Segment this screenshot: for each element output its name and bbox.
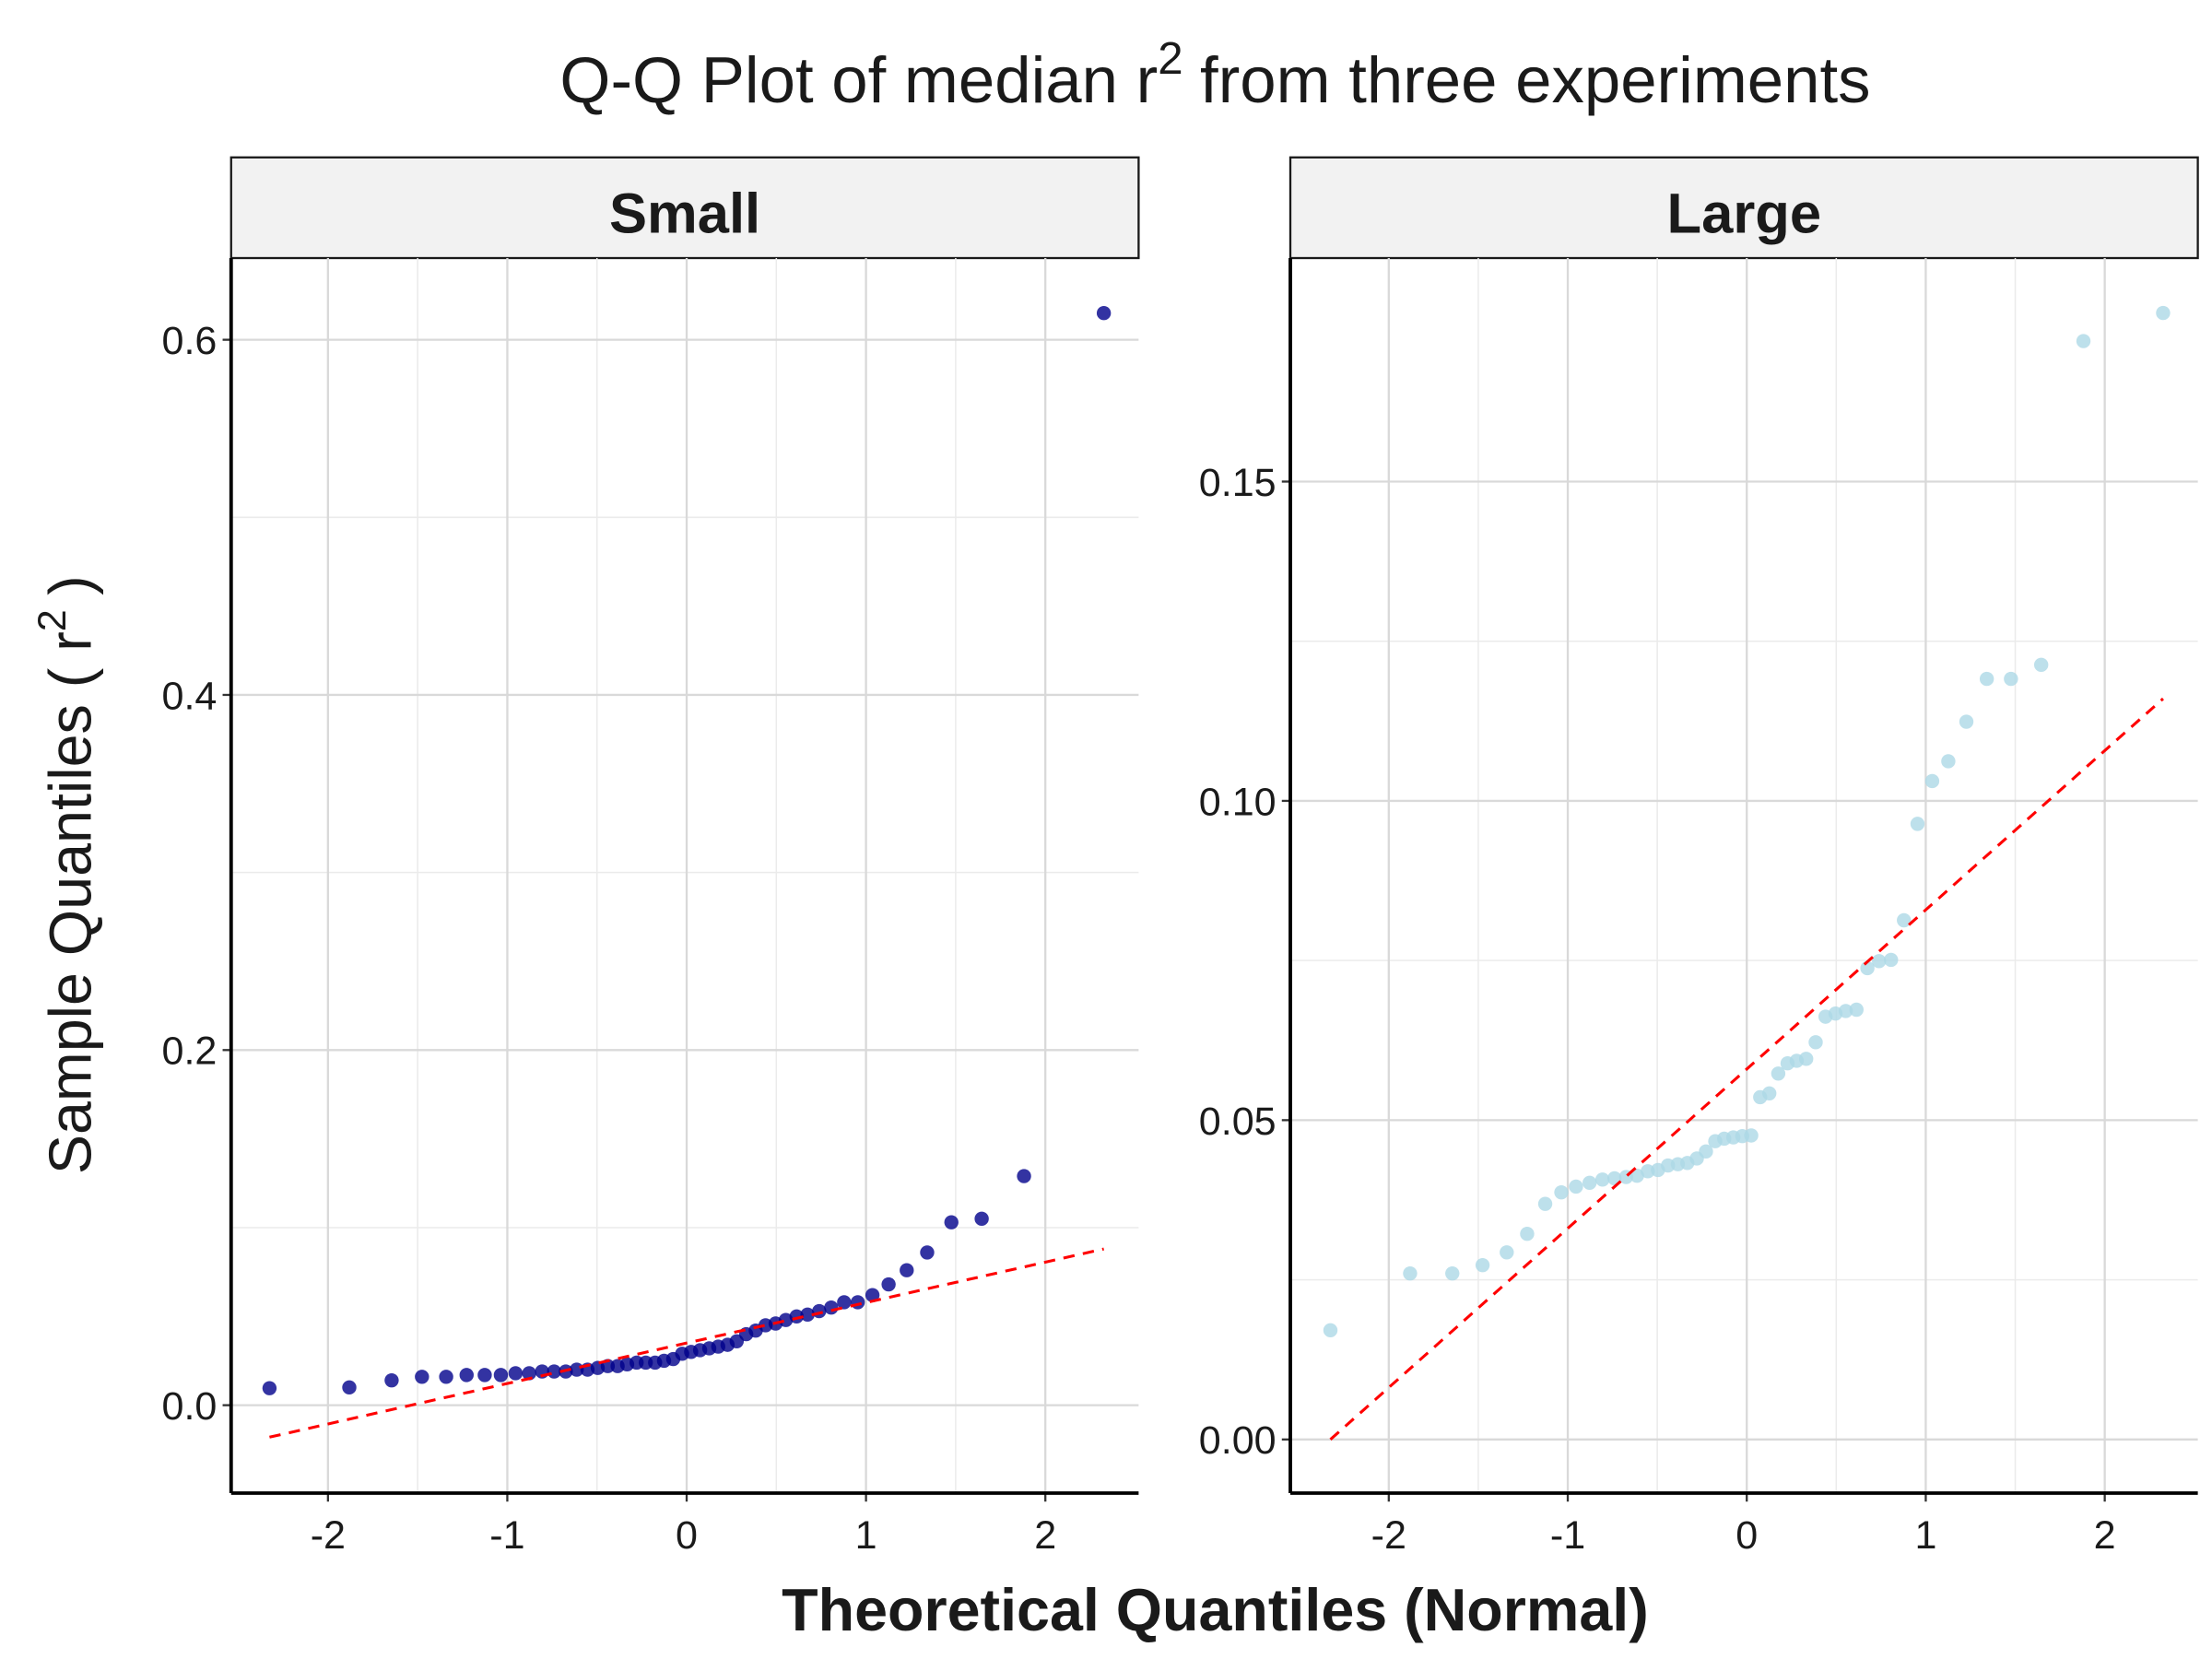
point (439, 1370, 453, 1384)
point (1910, 817, 1925, 831)
reference-line (1329, 697, 2164, 1441)
point (1537, 1196, 1553, 1211)
facet-label: Large (1667, 182, 1822, 245)
point (1096, 306, 1112, 321)
y-tick-label: 0.15 (1199, 461, 1277, 505)
point (1838, 1004, 1853, 1018)
point (1924, 773, 1940, 789)
point (1630, 1168, 1644, 1183)
point (837, 1295, 852, 1310)
point (812, 1303, 827, 1319)
point (1520, 1227, 1535, 1241)
x-tick-label: -1 (489, 1513, 524, 1558)
point (1445, 1265, 1460, 1281)
point (800, 1307, 815, 1323)
y-tick-label: 0.0 (162, 1384, 218, 1429)
point (1017, 1169, 1031, 1183)
point (1860, 960, 1875, 976)
y-tick-label: 0.4 (162, 674, 218, 718)
point (2076, 334, 2091, 348)
point (342, 1380, 357, 1395)
x-tick-label: -2 (311, 1513, 346, 1558)
point (1799, 1052, 1814, 1066)
x-tick-label: 0 (1735, 1513, 1758, 1558)
point (824, 1300, 839, 1315)
point (477, 1368, 492, 1382)
point (778, 1312, 794, 1327)
point (1884, 952, 1899, 968)
title-text: from three experiments (1200, 43, 1870, 116)
x-axis-label: Theoretical Quantiles (Normal) (782, 1577, 1649, 1643)
y-tick-label: 0.10 (1199, 780, 1277, 824)
point (508, 1366, 524, 1381)
point (2156, 305, 2171, 321)
point (493, 1368, 509, 1382)
x-tick-label: 0 (676, 1513, 698, 1558)
point (384, 1372, 399, 1388)
point (1808, 1035, 1823, 1050)
facet-strip (1288, 156, 2199, 260)
point (920, 1245, 935, 1260)
point (522, 1366, 536, 1381)
point (1594, 1172, 1610, 1187)
x-tick-label: 2 (1034, 1513, 1056, 1558)
point (1771, 1066, 1786, 1081)
x-tick-label: -2 (1371, 1513, 1406, 1558)
point (1941, 754, 1956, 769)
point (1699, 1144, 1713, 1159)
y-tick-label: 0.6 (162, 319, 218, 363)
point (2004, 671, 2018, 687)
point (1583, 1175, 1597, 1190)
point (850, 1295, 865, 1310)
point (1554, 1184, 1569, 1200)
y-label-text: Sample Quantiles ( r (37, 631, 103, 1174)
point (1849, 1002, 1864, 1018)
point (1323, 1323, 1338, 1338)
point (881, 1277, 896, 1292)
point (1403, 1265, 1418, 1281)
title-superscript: 2 (1158, 33, 1182, 84)
point (459, 1368, 474, 1382)
point (944, 1215, 959, 1230)
point (1475, 1257, 1490, 1273)
point (900, 1263, 914, 1277)
reference-line (269, 1247, 1104, 1439)
x-tick-label: 1 (855, 1513, 877, 1558)
point (1872, 954, 1887, 969)
x-tick-label: -1 (1550, 1513, 1585, 1558)
facet-strip (229, 156, 1140, 260)
point (415, 1370, 429, 1384)
y-tick-label: 0.05 (1199, 1100, 1277, 1144)
point (1761, 1086, 1777, 1100)
point (2033, 657, 2049, 673)
y-axis-label: Sample Quantiles ( r2) (30, 575, 104, 1174)
chart-title: Q-Q Plot of median r2 from three experime… (559, 33, 1870, 116)
y-label-superscript: 2 (30, 609, 75, 631)
point (974, 1211, 989, 1227)
y-label-text: ) (37, 575, 103, 595)
point (1897, 912, 1912, 928)
point (1744, 1128, 1759, 1143)
point (1979, 671, 1994, 687)
x-tick-label: 2 (2094, 1513, 2116, 1558)
point (1569, 1179, 1583, 1194)
y-tick-label: 0.00 (1199, 1418, 1277, 1463)
y-tick-label: 0.2 (162, 1030, 218, 1074)
point (262, 1381, 277, 1395)
point (865, 1288, 880, 1302)
title-text: Q-Q Plot of median r (559, 43, 1158, 116)
point (1500, 1245, 1514, 1260)
point (1959, 714, 1974, 729)
x-tick-label: 1 (1914, 1513, 1936, 1558)
facet-label: Small (609, 182, 760, 245)
